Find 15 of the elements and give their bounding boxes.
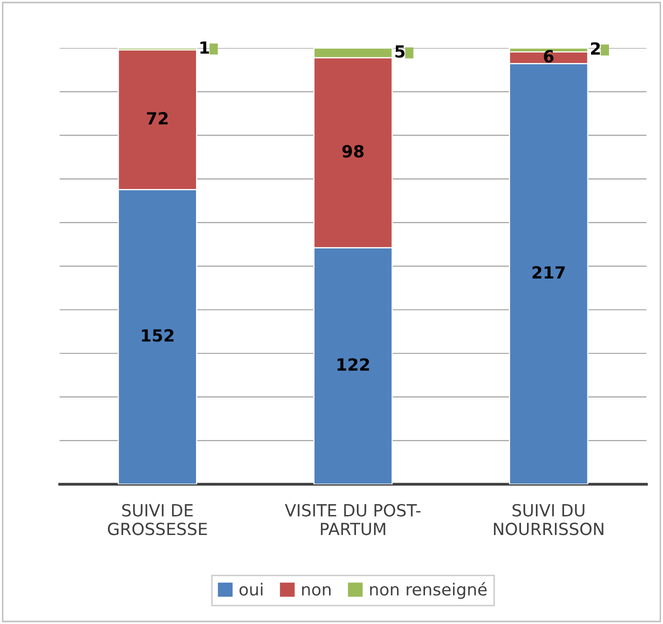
data-label: 6 (544, 50, 554, 63)
data-label: 98 (342, 144, 364, 158)
x-tick-label: SUIVI DU NOURRISSON (494, 504, 604, 536)
data-label: 5 (395, 45, 405, 58)
data-label: 72 (146, 112, 168, 124)
data-label: 1 (200, 41, 209, 54)
data-label: 2 (591, 42, 600, 55)
data-label: 152 (142, 329, 174, 342)
legend-label: non (302, 586, 331, 596)
legend-label: oui (240, 582, 262, 596)
legend-label: non renseigné (370, 582, 487, 599)
x-tick-label: SUIVI DE GROSSESSE (108, 504, 207, 536)
data-label: 122 (338, 358, 369, 371)
x-tick-label: VISITE DU POST- PARTUM (284, 504, 421, 536)
data-label: 217 (532, 266, 565, 278)
